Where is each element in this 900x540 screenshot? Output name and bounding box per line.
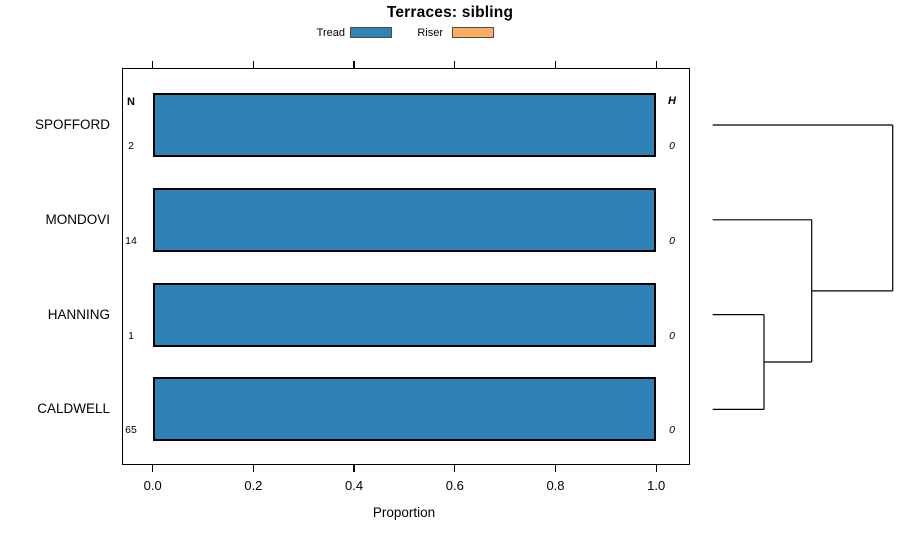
x-tick-bottom xyxy=(454,465,456,472)
legend-label-tread: Tread xyxy=(316,27,345,39)
n-column-header: N xyxy=(127,96,135,108)
bar-tread-mondovi xyxy=(152,187,657,252)
x-tick-top xyxy=(554,60,557,68)
n-value-caldwell: 65 xyxy=(125,424,137,437)
h-value-spofford: 0 xyxy=(669,140,675,152)
plot-area xyxy=(121,67,690,465)
x-tick-top xyxy=(655,60,657,68)
x-tick-label: 0.0 xyxy=(143,478,162,493)
bar-tread-spofford xyxy=(152,93,657,157)
x-tick-label: 1.0 xyxy=(647,478,666,493)
h-value-mondovi: 0 xyxy=(669,234,675,247)
x-tick-label: 0.4 xyxy=(345,478,364,493)
x-tick-bottom xyxy=(152,465,154,472)
n-value-spofford: 2 xyxy=(128,140,134,152)
x-tick-label: 0.8 xyxy=(546,478,565,493)
h-column-header: H xyxy=(668,95,676,107)
x-tick-label: 0.2 xyxy=(244,478,263,493)
x-tick-bottom xyxy=(655,465,657,472)
x-tick-top xyxy=(252,60,255,68)
bar-tread-caldwell xyxy=(152,377,657,442)
x-tick-top xyxy=(454,60,456,68)
bar-tread-hanning xyxy=(152,282,657,347)
x-tick-bottom xyxy=(353,465,355,472)
x-tick-bottom xyxy=(252,465,255,472)
category-label-mondovi: MONDOVI xyxy=(45,211,110,227)
chart-title: Terraces: sibling xyxy=(386,4,514,21)
x-tick-label: 0.6 xyxy=(445,478,464,493)
x-axis-label: Proportion xyxy=(372,505,436,520)
category-label-spofford: SPOFFORD xyxy=(34,117,110,132)
category-label-caldwell: CALDWELL xyxy=(37,401,110,417)
legend-swatch-riser xyxy=(452,27,494,38)
h-value-caldwell: 0 xyxy=(669,424,675,437)
n-value-hanning: 1 xyxy=(128,329,134,342)
legend-label-riser: Riser xyxy=(417,27,443,39)
h-value-hanning: 0 xyxy=(669,329,675,342)
x-tick-bottom xyxy=(554,465,557,472)
n-value-mondovi: 14 xyxy=(125,234,137,247)
x-tick-top xyxy=(152,60,154,68)
category-label-hanning: HANNING xyxy=(47,306,110,322)
legend-swatch-tread xyxy=(350,27,392,38)
x-tick-top xyxy=(353,60,355,68)
